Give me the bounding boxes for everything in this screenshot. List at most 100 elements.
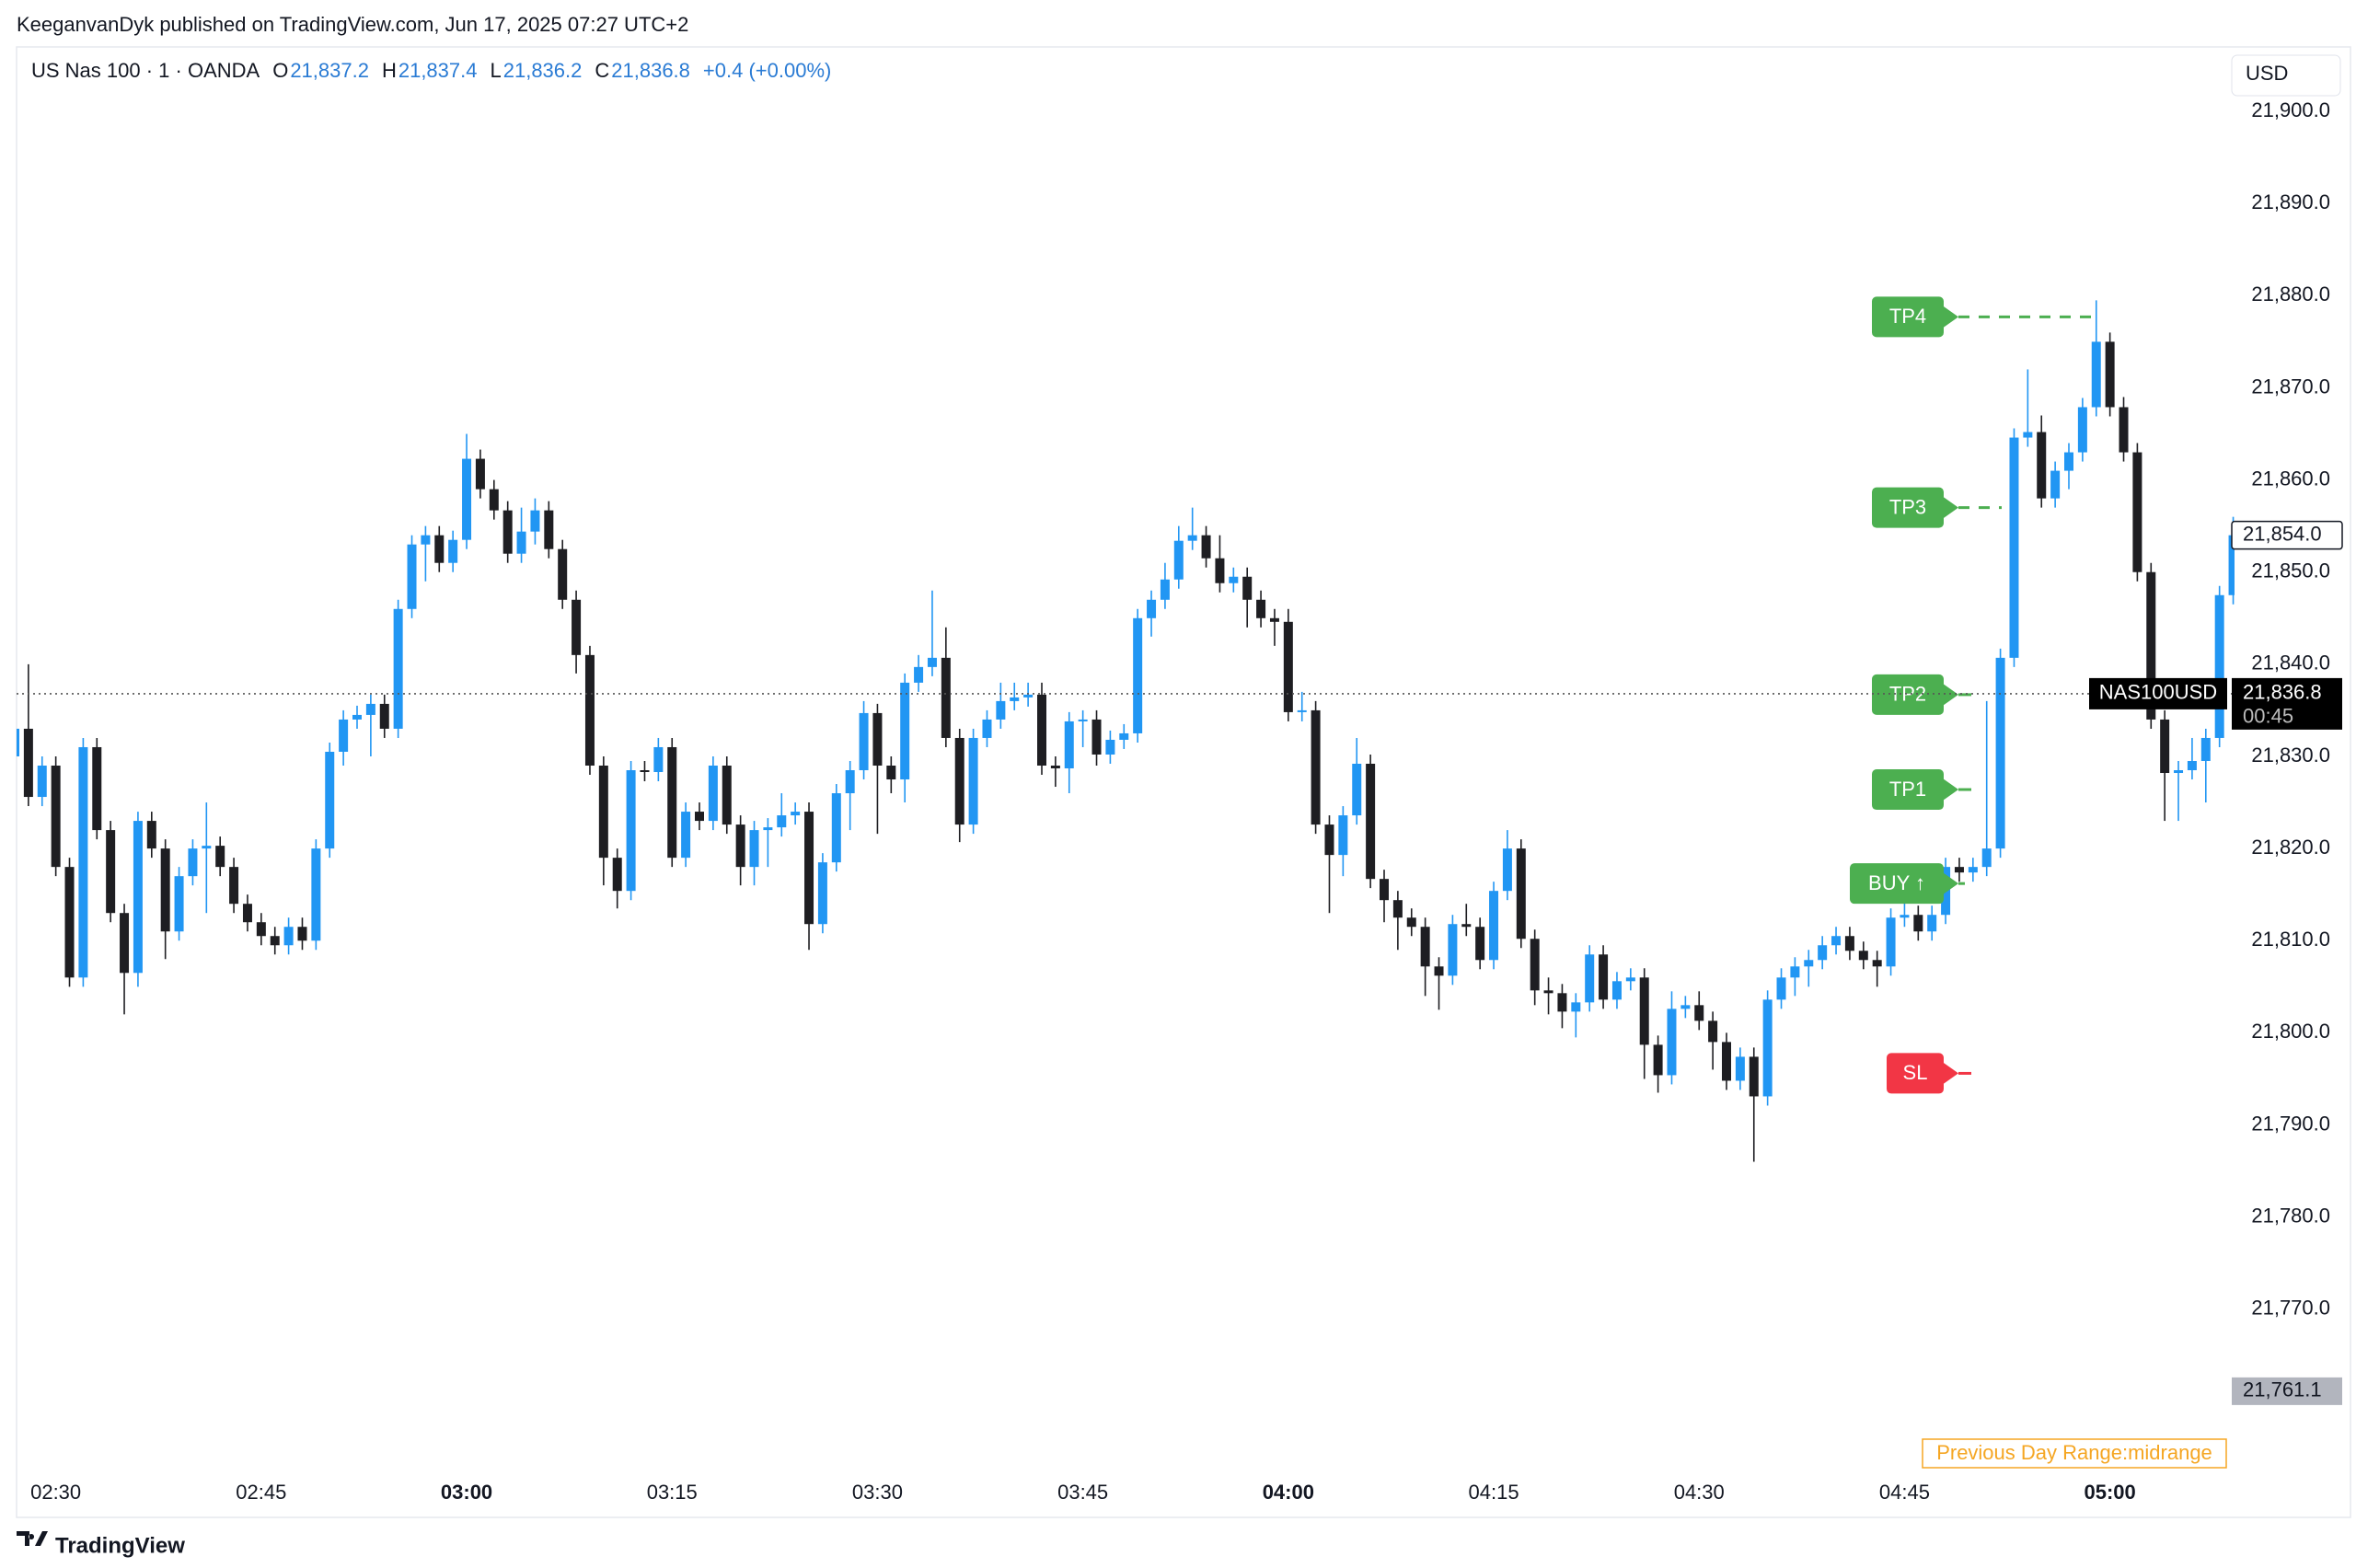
- level-tag-tip: [1943, 496, 1958, 519]
- candle-body: [996, 700, 1006, 720]
- x-tick-label: 02:45: [236, 1481, 286, 1504]
- candle-body: [1475, 927, 1485, 961]
- candle-body: [2174, 770, 2184, 774]
- candle-body: [1269, 617, 1279, 622]
- logo: [17, 1531, 48, 1546]
- candle-body: [941, 657, 951, 738]
- level-label: TP4: [1889, 305, 1926, 328]
- candle-body: [1338, 815, 1348, 856]
- level-label: TP1: [1889, 778, 1926, 801]
- candle-body: [1392, 900, 1403, 918]
- candle-body: [1585, 954, 1595, 1003]
- candle-body: [2214, 594, 2224, 738]
- candle-body: [735, 824, 745, 868]
- level-tag-tip: [1943, 683, 1958, 706]
- candle-body: [1749, 1056, 1759, 1097]
- candle-body: [1571, 1002, 1581, 1012]
- candle-body: [1324, 824, 1334, 856]
- candle-body: [1804, 960, 1814, 967]
- candle-body: [489, 489, 499, 511]
- candle-body: [791, 812, 801, 816]
- candle-body: [1461, 924, 1472, 928]
- symbol-tag: [2089, 677, 2227, 709]
- candle-body: [954, 737, 964, 825]
- candle-body: [229, 867, 239, 905]
- candle-body: [859, 712, 869, 771]
- candle-body: [708, 766, 718, 822]
- candle-body: [1256, 599, 1266, 618]
- candle-body: [1639, 977, 1649, 1045]
- legend-header: US Nas 100 · 1 · OANDA O21,837.2 H21,837.4…: [31, 59, 844, 83]
- level-label: TP3: [1889, 495, 1926, 518]
- level-tag-tip: [1943, 306, 1958, 329]
- candle-body: [558, 548, 568, 600]
- candle-body: [1105, 739, 1115, 755]
- candle-body: [393, 608, 403, 729]
- candle-body: [1160, 579, 1170, 600]
- candle-body: [1667, 1009, 1677, 1076]
- candle-body: [2228, 535, 2235, 595]
- y-tick-label: 21,790.0: [2251, 1112, 2330, 1135]
- candle-body: [2105, 341, 2115, 408]
- candles: [17, 300, 2235, 1162]
- x-tick-label: 02:30: [30, 1481, 81, 1504]
- candle-body: [927, 657, 937, 667]
- candle-body: [1954, 867, 1964, 873]
- candle-body: [1283, 621, 1293, 712]
- price-tag-label: 21,854.0: [2243, 522, 2322, 545]
- candle-body: [1173, 540, 1184, 580]
- candle-body: [1530, 939, 1540, 991]
- candle-body: [51, 766, 61, 868]
- candle-body: [1913, 915, 1923, 932]
- candle-body: [1434, 966, 1444, 976]
- candle-body: [1858, 951, 1868, 961]
- x-tick-label: 04:30: [1674, 1481, 1725, 1504]
- candle-body: [2160, 719, 2170, 774]
- candle-body: [914, 666, 924, 683]
- candle-body: [2064, 452, 2073, 471]
- candle-body: [749, 830, 759, 868]
- candle-body: [1406, 917, 1416, 928]
- candle-body: [1502, 848, 1512, 892]
- candle-body: [1872, 960, 1882, 967]
- candle-body: [462, 458, 472, 540]
- candle-body: [256, 922, 266, 937]
- ohlc-key: H: [381, 59, 397, 82]
- candle-body: [270, 936, 280, 946]
- x-tick-label: 04:45: [1879, 1481, 1930, 1504]
- candle-body: [1844, 936, 1854, 951]
- candle-body: [1611, 981, 1622, 1000]
- candle-body: [1119, 732, 1129, 740]
- candle-body: [1091, 719, 1102, 755]
- candle-body: [1010, 697, 1020, 701]
- candle-body: [640, 770, 650, 773]
- candle-body: [448, 539, 458, 563]
- candle-body: [1735, 1056, 1745, 1081]
- ohlc-key: O: [272, 59, 289, 82]
- level-tag: [1872, 296, 1944, 338]
- ohlc-key: C: [595, 59, 610, 82]
- ohlc-value: 21,836.8: [611, 59, 690, 82]
- candle-body: [1762, 999, 1773, 1097]
- candle-body: [92, 746, 102, 831]
- candle-body: [572, 599, 582, 655]
- candle-body: [1900, 915, 1910, 918]
- level-label: SL: [1903, 1061, 1928, 1084]
- candle-body: [365, 703, 375, 715]
- candle-body: [763, 827, 773, 831]
- y-tick-label: 21,810.0: [2251, 928, 2330, 951]
- level-tag-tip: [1943, 778, 1958, 801]
- candle-body: [1201, 535, 1211, 559]
- currency-box[interactable]: [2231, 54, 2341, 97]
- y-tick-label: 21,830.0: [2251, 744, 2330, 767]
- candle-body: [2037, 432, 2047, 499]
- candle-body: [1981, 848, 1992, 868]
- x-tick-label: 04:00: [1263, 1481, 1314, 1504]
- candle-body: [598, 766, 608, 859]
- candle-body: [215, 846, 225, 868]
- candle-body: [982, 719, 992, 738]
- price-tag-label: 21,761.1: [2243, 1378, 2322, 1401]
- level-tag-tip: [1943, 1062, 1958, 1085]
- candle-body: [900, 682, 910, 780]
- level-tag: [1872, 487, 1944, 528]
